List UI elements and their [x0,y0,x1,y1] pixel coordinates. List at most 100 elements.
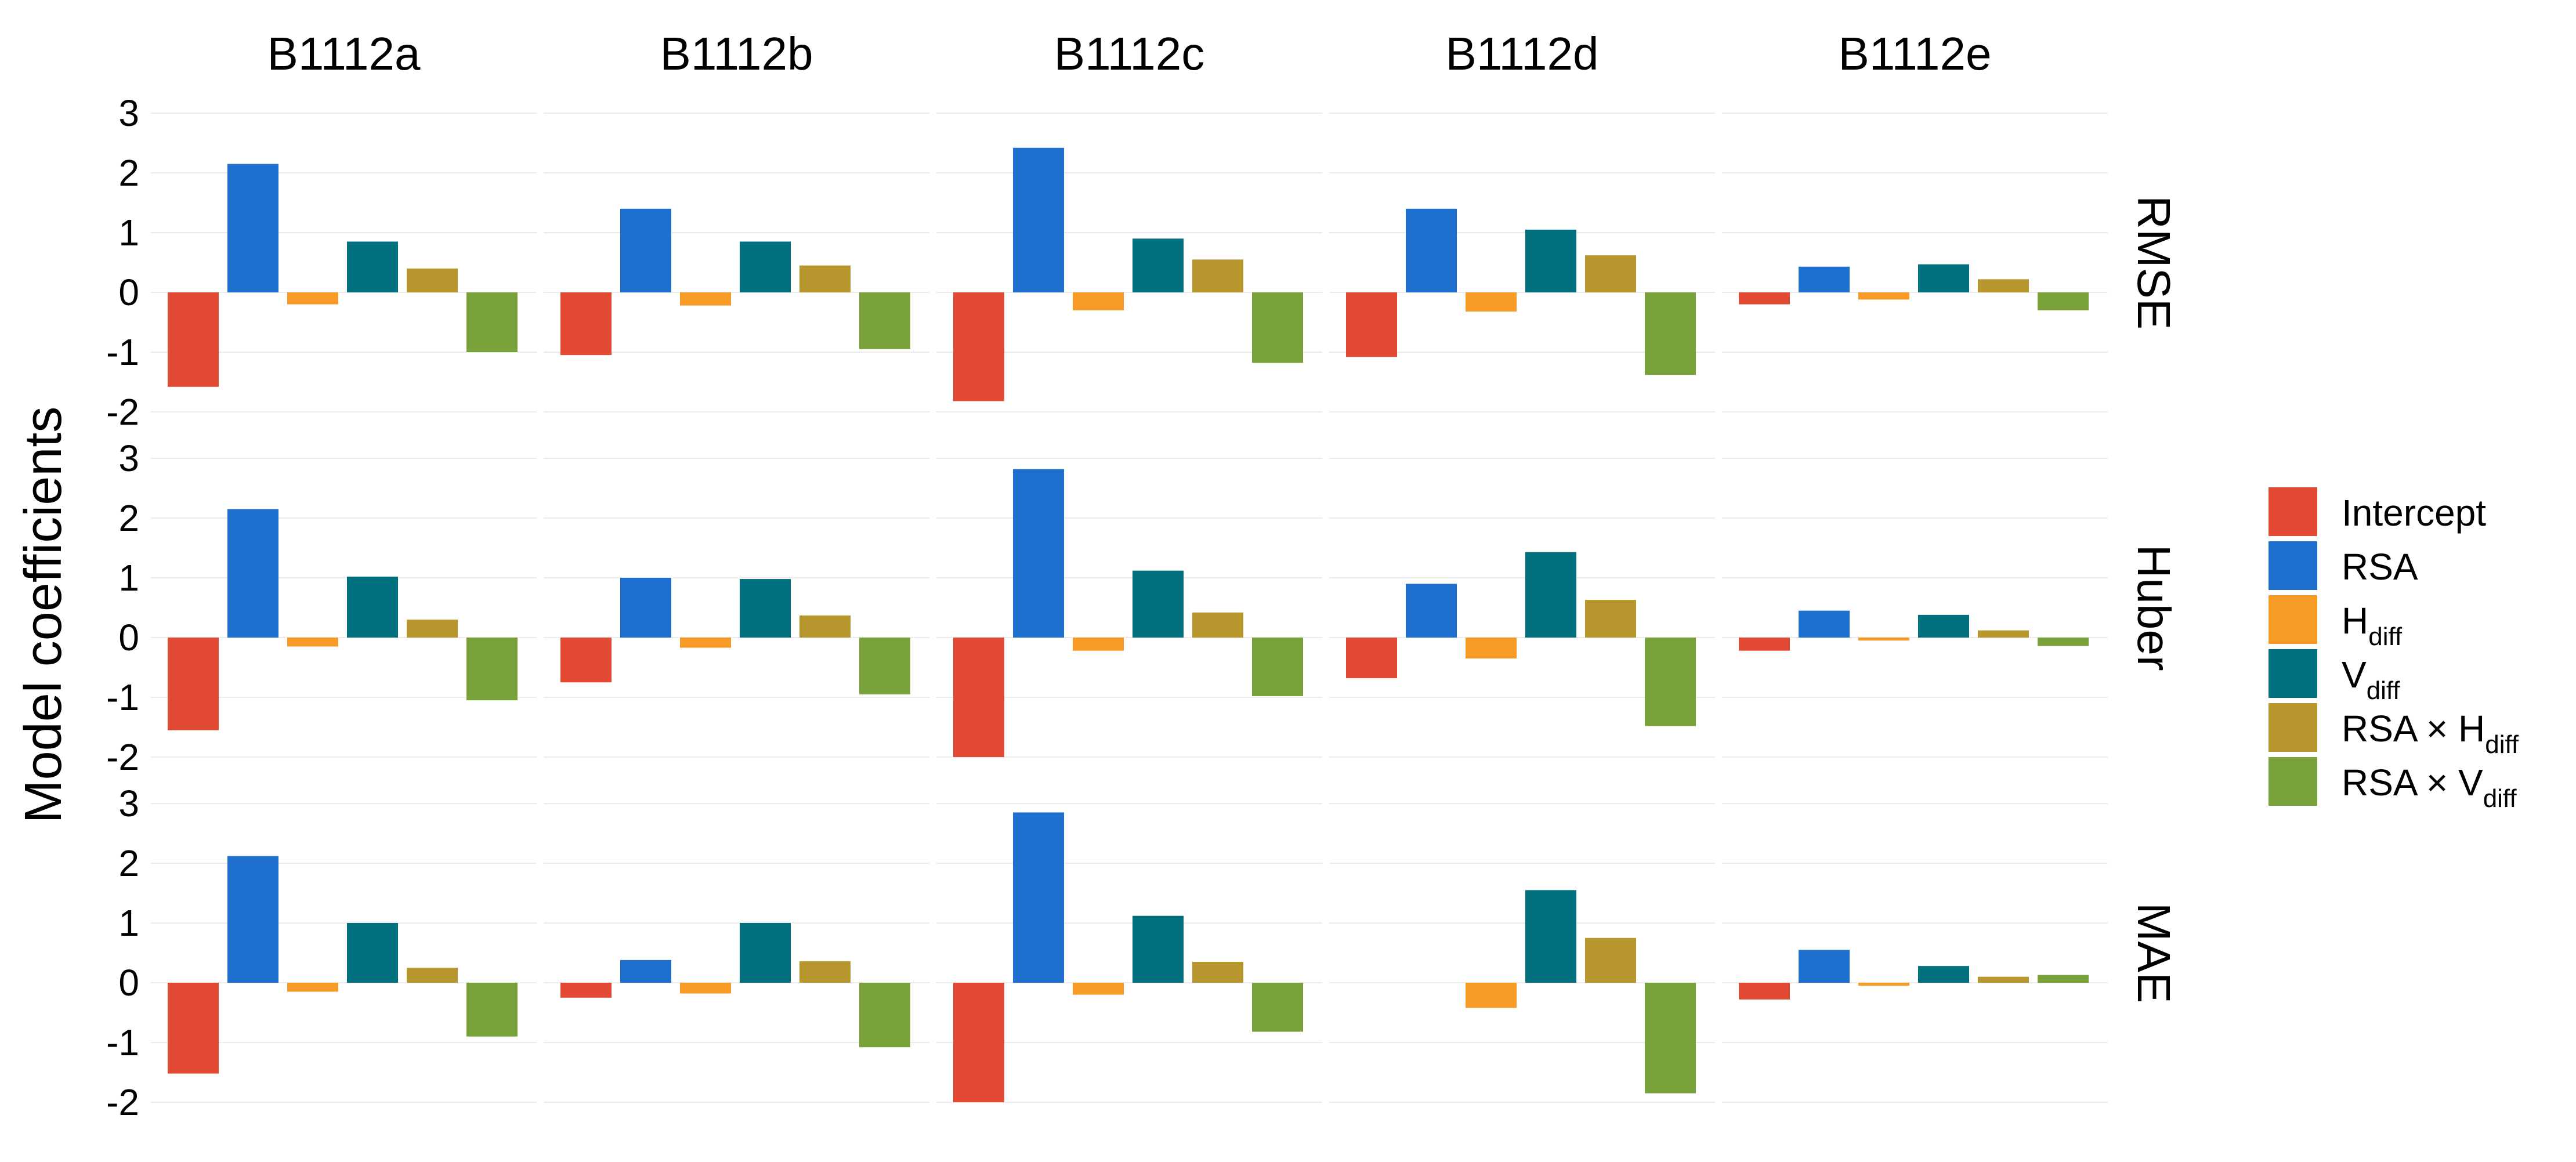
bar-rmse-b1112c-rsa [1013,147,1064,292]
bar-mae-b1112d-rsa-hdiff [1585,937,1636,983]
bar-huber-b1112d-rsa [1406,584,1457,638]
y-tick-label: -2 [106,736,139,778]
bar-huber-b1112d-rsa-vdiff [1645,638,1696,726]
bar-rmse-b1112e-hdiff [1858,292,1909,300]
bar-rmse-b1112b-vdiff [740,241,791,292]
legend-item-rsa-vdiff: RSA × Vdiff [2269,757,2517,813]
facet-row-title-mae: MAE [2128,903,2180,1003]
bar-mae-b1112d-hdiff [1466,983,1517,1008]
legend-label: Hdiff [2342,600,2403,651]
bar-mae-b1112c-hdiff [1073,983,1124,995]
bar-mae-b1112d-vdiff [1525,890,1576,983]
bar-rmse-b1112d-rsa-hdiff [1585,255,1636,292]
bar-mae-b1112a-intercept [168,983,219,1074]
panel-rmse-b1112e [1722,113,2108,412]
bar-huber-b1112b-vdiff [740,579,791,638]
legend-item-rsa: RSA [2269,541,2418,590]
bar-rmse-b1112a-hdiff [287,292,338,305]
y-tick-label: -2 [106,1081,139,1123]
y-tick-label: -1 [106,676,139,718]
legend-label: RSA × Vdiff [2342,762,2517,813]
bar-rmse-b1112e-intercept [1739,292,1790,305]
bar-mae-b1112b-hdiff [680,983,731,994]
bar-mae-b1112e-rsa-hdiff [1978,976,2029,983]
bar-rmse-b1112a-rsa [227,164,278,292]
panel-rmse-b1112b [544,113,929,412]
bar-huber-b1112a-rsa-hdiff [407,620,458,638]
bar-rmse-b1112b-rsa-vdiff [859,292,910,349]
bar-rmse-b1112d-rsa-vdiff [1645,292,1696,375]
bar-rmse-b1112d-rsa [1406,208,1457,292]
legend-key [2269,487,2317,536]
bar-mae-b1112e-intercept [1739,983,1790,1000]
facet-row-title-huber: Huber [2128,545,2180,671]
bar-mae-b1112a-rsa [227,856,278,983]
legend-key [2269,649,2317,698]
bar-mae-b1112a-vdiff [347,923,398,983]
bar-huber-b1112b-hdiff [680,638,731,648]
y-tick-label: 2 [118,842,139,884]
legend-key [2269,595,2317,644]
bar-rmse-b1112b-rsa-hdiff [799,265,851,292]
bar-mae-b1112e-rsa [1799,950,1850,983]
bar-mae-b1112b-intercept [560,983,612,998]
bar-huber-b1112a-intercept [168,638,219,730]
bar-huber-b1112a-hdiff [287,638,338,647]
y-tick-label: 0 [118,962,139,1004]
bar-rmse-b1112a-rsa-hdiff [407,268,458,292]
bar-huber-b1112b-rsa-vdiff [859,638,910,694]
bar-huber-b1112a-vdiff [347,576,398,638]
y-tick-label: -1 [106,1022,139,1063]
panel-mae-b1112d [1329,803,1715,1103]
bar-huber-b1112c-hdiff [1073,638,1124,651]
panel-rmse-b1112a [151,113,537,412]
bar-huber-b1112d-hdiff [1466,638,1517,659]
bar-huber-b1112b-intercept [560,638,612,683]
legend-item-rsa-hdiff: RSA × Hdiff [2269,703,2519,759]
bar-mae-b1112c-intercept [953,983,1004,1102]
bar-rmse-b1112c-vdiff [1133,238,1184,292]
panel-mae-b1112a [151,803,537,1103]
bar-rmse-b1112c-intercept [953,292,1004,401]
y-tick-label: 1 [118,557,139,599]
bar-mae-b1112b-vdiff [740,923,791,983]
y-tick-label: 2 [118,497,139,539]
bar-mae-b1112c-vdiff [1133,915,1184,983]
y-tick-label: 1 [118,212,139,254]
bar-huber-b1112e-vdiff [1918,614,1969,638]
bar-rmse-b1112b-hdiff [680,292,731,306]
bar-mae-b1112c-rsa [1013,812,1064,983]
bar-rmse-b1112b-intercept [560,292,612,356]
bar-huber-b1112b-rsa-hdiff [799,615,851,638]
legend-item-hdiff: Hdiff [2269,595,2403,651]
panel-huber-b1112d [1329,458,1715,758]
panel-mae-b1112e [1722,803,2108,1103]
facet-column-title-b1112a: B1112a [267,28,421,79]
bar-huber-b1112c-rsa-vdiff [1252,638,1303,696]
y-axis-label: Model coefficients [15,407,73,824]
bar-huber-b1112c-vdiff [1133,570,1184,638]
legend-label: RSA [2342,546,2418,588]
panel-huber-b1112c [936,458,1322,758]
y-tick-label: 3 [118,437,139,479]
panel-huber-b1112a [151,458,537,758]
y-tick-label: -1 [106,331,139,373]
bar-huber-b1112e-rsa [1799,610,1850,638]
y-tick-label: 2 [118,152,139,194]
bar-rmse-b1112e-vdiff [1918,264,1969,292]
bar-huber-b1112e-rsa-vdiff [2038,638,2089,646]
facet-column-titles: B1112a B1112b B1112c B1112d B1112e [267,28,1992,79]
y-tick-label: 3 [118,92,139,134]
bar-mae-b1112e-hdiff [1858,983,1909,986]
bar-rmse-b1112e-rsa-vdiff [2038,292,2089,310]
facet-column-title-b1112c: B1112c [1054,28,1204,79]
bar-huber-b1112b-rsa [620,578,671,638]
facet-row-titles: RMSE Huber MAE [2128,196,2180,1003]
facet-column-title-b1112d: B1112d [1446,28,1599,79]
bar-huber-b1112c-intercept [953,638,1004,757]
bar-mae-b1112a-hdiff [287,983,338,992]
bar-huber-b1112e-rsa-hdiff [1978,630,2029,638]
